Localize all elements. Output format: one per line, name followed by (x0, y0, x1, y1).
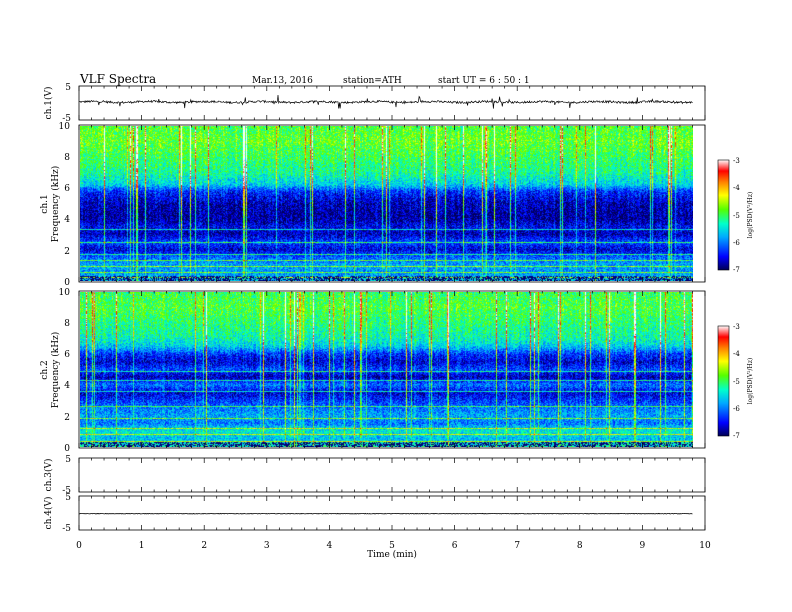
ch1-trace-line (79, 94, 693, 109)
ch3-waveform-frame (78, 457, 706, 493)
ch3-ytick-top: 5 (65, 455, 71, 465)
ch2-cbar-tick-m3: -3 (733, 323, 740, 331)
ch2-cbar-tick-m4: -4 (733, 350, 740, 358)
ch1-ytick-10: 10 (59, 122, 71, 132)
ch2-ytick-2: 2 (64, 413, 70, 423)
ch2-spectrogram-ylabel: Frequency (kHz) (50, 332, 61, 409)
ch3-ylabel: ch.3(V) (43, 459, 54, 492)
ch1-cbar-tick-m6: -6 (733, 239, 740, 247)
ch2-cbar-tick-m6: -6 (733, 405, 740, 413)
ch4-ylabel: ch.4(V) (43, 497, 54, 530)
ch1-ytick-top: 5 (65, 83, 71, 93)
date-label: Mar.13, 2016 (252, 76, 313, 86)
ch4-waveform-frame (78, 495, 706, 531)
x-tick-label-9: 9 (640, 541, 646, 551)
ch1-cbar-tick-m5: -5 (733, 212, 740, 220)
ch3-ytick-bottom: -5 (62, 486, 71, 496)
ch1-spectrogram-channel-label: ch.1 (40, 194, 50, 213)
ch1-cbar-tick-m3: -3 (733, 157, 740, 165)
x-tick-label-7: 7 (514, 541, 520, 551)
ch1-spectrogram-panel: 0 2 4 6 8 10 ch.1 Frequency (kHz) -3 -4 … (40, 122, 754, 288)
x-tick-label-3: 3 (264, 541, 270, 551)
ch4-ytick-top: 5 (65, 493, 71, 503)
ch1-spectrogram-canvas-holder (80, 126, 693, 281)
ch4-ytick-bottom: -5 (62, 524, 71, 534)
ch1-colorbar (717, 159, 730, 271)
x-tick-label-5: 5 (389, 541, 395, 551)
ch1-ytick-4: 4 (64, 215, 70, 225)
x-tick-label-4: 4 (327, 541, 333, 551)
ch2-spectrogram-channel-label: ch.2 (40, 360, 50, 379)
x-axis-label: Time (min) (367, 549, 417, 560)
ch2-colorbar (717, 325, 730, 437)
ch2-spectrogram-panel: 0 2 4 6 8 10 ch.2 Frequency (kHz) -3 -4 … (40, 288, 754, 454)
ch1-ytick-2: 2 (64, 247, 70, 257)
ch1-spectrogram-ylabel: Frequency (kHz) (50, 166, 61, 243)
ch2-ytick-8: 8 (64, 319, 70, 329)
ch1-waveform-panel: 5 -5 ch.1(V) (43, 83, 706, 124)
station-label: station=ATH (343, 76, 402, 86)
ch1-ytick-6: 6 (64, 184, 70, 194)
ch2-cbar-tick-m7: -7 (733, 432, 740, 440)
ch4-waveform-panel: 5 -5 ch.4(V) (43, 493, 706, 534)
x-tick-label-6: 6 (452, 541, 458, 551)
ch1-ylabel: ch.1(V) (43, 87, 54, 120)
x-tick-label-8: 8 (577, 541, 583, 551)
x-tick-marks (78, 86, 706, 530)
ch2-spectrogram-canvas-holder (80, 292, 693, 447)
x-axis-tick-labels: 0 1 2 3 4 5 6 7 8 9 10 (76, 541, 711, 551)
ch1-ytick-8: 8 (64, 153, 70, 163)
start-ut-label: start UT = 6 : 50 : 1 (438, 76, 530, 86)
ch1-spectrogram-yticks: 0 2 4 6 8 10 (59, 122, 71, 288)
ch1-colorbar-label: log(PSD(V²/Hz) (747, 192, 754, 239)
ch1-cbar-tick-m7: -7 (733, 266, 740, 274)
ch1-ytick-0: 0 (64, 278, 70, 288)
chart-title: VLF Spectra (79, 72, 156, 86)
ch1-cbar-tick-m4: -4 (733, 184, 740, 192)
ch2-ytick-6: 6 (64, 350, 70, 360)
ch1-spectrogram-image (80, 126, 693, 281)
x-tick-label-0: 0 (76, 541, 82, 551)
ch2-ytick-4: 4 (64, 381, 70, 391)
ch2-colorbar-label: log(PSD(V²/Hz) (747, 358, 754, 405)
x-tick-label-1: 1 (139, 541, 145, 551)
ch2-spectrogram-image (80, 292, 693, 447)
ch3-waveform-panel: 5 -5 ch.3(V) (43, 455, 706, 496)
ch1-waveform-frame (78, 85, 706, 121)
ch1-ytick-bottom: -5 (62, 114, 71, 124)
ch2-ytick-10: 10 (59, 288, 71, 298)
ch2-ytick-0: 0 (64, 444, 70, 454)
ch2-cbar-tick-m5: -5 (733, 378, 740, 386)
x-tick-label-2: 2 (201, 541, 207, 551)
x-tick-label-10: 10 (699, 541, 711, 551)
ch4-trace-line (78, 512, 693, 515)
